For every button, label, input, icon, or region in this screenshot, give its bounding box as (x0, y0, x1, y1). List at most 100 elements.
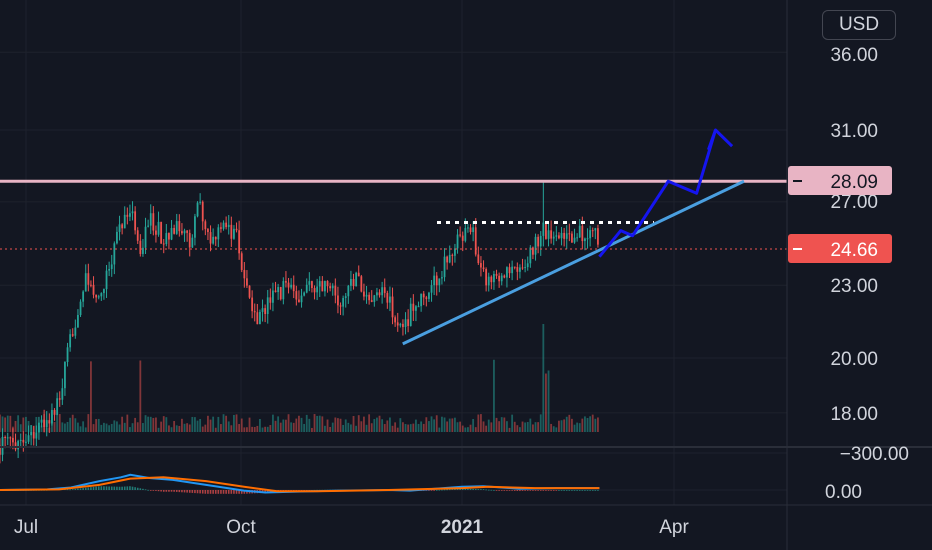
candle-body (199, 201, 202, 203)
volume-bar (266, 426, 269, 432)
candle-body (339, 305, 342, 307)
macd-histogram-bar (578, 490, 581, 491)
volume-bar (547, 370, 550, 432)
candle-body (17, 440, 20, 450)
macd-histogram-bar (506, 490, 508, 491)
volume-bar (298, 415, 300, 432)
candle-body (191, 237, 194, 248)
projection-arrow-head (706, 128, 734, 151)
volume-bar (428, 421, 430, 432)
volume-bar (14, 420, 17, 432)
volume-bar (516, 425, 519, 432)
candle-body (233, 228, 235, 239)
candle-body (524, 267, 527, 269)
volume-bar (555, 427, 558, 432)
candle-body (454, 248, 456, 256)
volume-bar (118, 424, 121, 432)
candle-body (469, 227, 472, 233)
volume-bar (149, 416, 152, 432)
volume-bar (500, 417, 503, 432)
candle-body (14, 442, 17, 450)
candle-body (555, 235, 558, 237)
volume-bar (378, 415, 381, 432)
volume-bar (334, 417, 337, 432)
candle-body (547, 230, 550, 239)
volume-bar (576, 422, 579, 432)
volume-bar (292, 422, 295, 432)
macd-histogram-bar (511, 490, 513, 491)
volume-bar (441, 416, 443, 432)
macd-histogram-bar (227, 490, 230, 494)
candle-body (134, 211, 137, 231)
macd-histogram-bar (446, 489, 448, 491)
candle-body (537, 236, 540, 247)
macd-histogram-bar (204, 490, 207, 494)
volume-bar (542, 324, 545, 432)
resistance-price-tag (788, 166, 892, 195)
volume-bar (233, 414, 235, 432)
currency-button[interactable]: USD (822, 10, 896, 40)
volume-bar (300, 417, 303, 432)
volume-bar (168, 425, 170, 432)
volume-bar (396, 427, 399, 432)
time-axis-label: Jul (14, 517, 38, 538)
volume-bar (69, 417, 72, 432)
candle-body (100, 293, 103, 297)
macd-histogram-bar (459, 488, 461, 490)
volume-bar (337, 418, 339, 432)
volume-bar (589, 416, 592, 432)
candle-body (110, 264, 113, 269)
candle-body (357, 272, 360, 277)
candle-body (178, 221, 181, 232)
volume-bar (157, 427, 160, 432)
volume-bar (560, 420, 563, 432)
macd-histogram-bar (472, 488, 474, 490)
candle-body (113, 243, 116, 265)
candle-body (48, 420, 51, 424)
candle-body (66, 347, 69, 362)
macd-histogram-bar (480, 489, 482, 490)
volume-bar (370, 423, 373, 432)
volume-bar (199, 418, 202, 432)
candle-body (581, 225, 584, 242)
candle-body (441, 277, 443, 279)
volume-bar (438, 427, 441, 432)
macd-histogram-bar (428, 490, 430, 491)
candle-body (4, 436, 7, 438)
volume-bar (9, 415, 12, 432)
candle-body (342, 297, 345, 307)
macd-histogram-bar (542, 490, 545, 491)
candle-body (381, 287, 384, 296)
macd-histogram-bar (545, 490, 547, 491)
candle-body (51, 409, 53, 424)
volume-bar (342, 424, 345, 432)
volume-bar (194, 417, 196, 432)
candle-body (9, 437, 12, 439)
macd-histogram-bar (519, 490, 521, 492)
macd-histogram-bar (222, 490, 225, 494)
candle-body (256, 312, 259, 325)
candle-body (129, 213, 131, 217)
candle-body (529, 247, 532, 264)
volume-bar (175, 425, 178, 432)
volume-bar (352, 415, 355, 432)
candle-body (576, 237, 579, 239)
time-axis-label: 2021 (441, 517, 484, 538)
price-tick-label: 36.00 (830, 45, 878, 66)
volume-bar (238, 423, 241, 432)
volume-bar (524, 422, 527, 432)
candle-body (350, 279, 352, 286)
candle-body (131, 211, 134, 214)
macd-histogram-bar (95, 486, 97, 490)
macd-histogram-bar (113, 486, 116, 490)
volume-bar (4, 417, 7, 432)
candle-body (207, 229, 209, 233)
drawings[interactable] (0, 128, 787, 346)
macd-histogram-bar (485, 489, 487, 491)
macd-histogram-bar (118, 486, 121, 490)
volume-bar (100, 424, 103, 432)
volume-bar (295, 418, 298, 432)
macd-histogram-bar (529, 490, 532, 491)
macd-histogram-bar (191, 490, 194, 493)
